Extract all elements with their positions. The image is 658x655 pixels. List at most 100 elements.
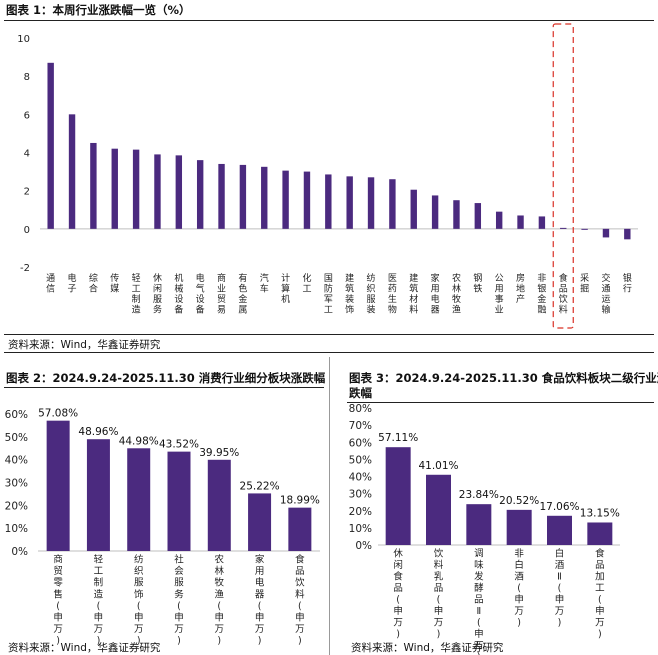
chart1-xtick-label: 公用事业 (495, 273, 504, 316)
chart1-bar-4 (111, 148, 118, 229)
chart3-data-label: 13.15% (580, 507, 620, 519)
chart1-bar-21 (474, 203, 482, 229)
figure3-title-line2: 跌幅 (349, 386, 372, 400)
chart1-bar-3 (90, 142, 97, 229)
chart1-ytick-label: 0 (24, 225, 30, 236)
chart1-bar-28 (624, 228, 631, 240)
chart3-data-label: 20.52% (499, 495, 539, 507)
chart3-xtick-label: 白酒 Ⅱ (申万) (555, 548, 565, 629)
figure1-bottom-rule (4, 334, 654, 335)
chart3-food-beverage-subsector-change: 0% 10% 20% 30% 40% 50% 60% 70% 80% 57.11% 休闲食品(申万)… (349, 403, 620, 655)
chart2-data-label: 43.52% (159, 439, 199, 451)
chart1-xtick-label: 房地产 (516, 272, 525, 305)
figure2-title: 图表 2：2024.9.24-2025.11.30 消费行业细分板块涨跌幅 (6, 371, 326, 385)
chart2-ytick-label: 0% (11, 546, 28, 558)
chart1-bar-27 (602, 228, 610, 238)
chart1-bar-11 (261, 166, 268, 229)
chart1-bar-24 (538, 216, 546, 229)
chart2-ytick-label: 10% (5, 523, 28, 535)
chart1-ytick-label: -2 (20, 263, 30, 274)
chart3-xtick-label: 休闲食品(申万) (393, 548, 403, 641)
chart2-data-label: 44.98% (119, 435, 159, 447)
chart1-xtick-label: 纺织服装 (367, 272, 376, 316)
chart3-ytick-label: 30% (349, 489, 372, 501)
section-divider-rule (4, 352, 654, 353)
chart1-ytick-label: 6 (24, 110, 30, 121)
chart1-bar-6 (154, 154, 161, 229)
chart1-bar-18 (410, 189, 417, 229)
figure3-top-rule (347, 402, 654, 403)
chart2-ytick-label: 60% (5, 409, 28, 421)
chart3-xtick-label: 饮料乳品(申万) (434, 548, 444, 641)
chart2-ytick-label: 30% (5, 478, 28, 490)
chart1-xtick-label: 化工 (302, 272, 311, 295)
chart3-ytick-label: 80% (349, 403, 372, 415)
chart1-xtick-label: 医药生物 (388, 273, 397, 316)
chart2-bar-3 (127, 448, 151, 551)
chart3-xtick-label: 食品加工(申万) (595, 548, 605, 641)
figure3-source: 资料来源：Wind，华鑫证券研究 (351, 642, 504, 654)
chart2-bar-5 (207, 459, 231, 551)
chart2-xtick-label: 纺织服饰(申万) (134, 554, 144, 647)
chart3-bar-6 (587, 522, 613, 545)
chart1-xtick-label: 计算机 (281, 272, 290, 305)
chart1-bar-13 (303, 171, 311, 229)
chart1-xtick-label: 采掘 (580, 273, 589, 295)
chart3-ytick-label: 20% (349, 506, 372, 518)
chart1-xtick-label: 电气设备 (196, 272, 205, 316)
chart1-bar-20 (453, 200, 460, 229)
chart3-ytick-label: 50% (349, 454, 372, 466)
chart1-xtick-label: 轻工制造 (132, 272, 141, 316)
chart1-xtick-label: 电子 (68, 272, 77, 295)
chart1-ytick-label: 8 (24, 72, 30, 83)
chart1-bar-26 (581, 228, 588, 230)
chart1-xtick-label: 非银金融 (537, 272, 546, 316)
chart1-ytick-label: 10 (17, 34, 30, 45)
chart1-xtick-label: 商业贸易 (217, 272, 226, 316)
chart1-highlight-box (552, 23, 574, 329)
chart3-data-label: 41.01% (418, 460, 458, 472)
figure1-top-rule (4, 20, 654, 21)
chart1-xtick-label: 国防军工 (324, 273, 333, 316)
chart1-xtick-label: 建筑材料 (409, 272, 418, 316)
chart2-ytick-label: 20% (5, 500, 28, 512)
chart3-data-label: 23.84% (459, 489, 499, 501)
chart3-ytick-label: 40% (349, 472, 372, 484)
chart2-bar-6 (248, 493, 272, 551)
chart1-bar-7 (175, 155, 183, 229)
chart1-xtick-label: 汽车 (260, 272, 269, 295)
chart1-bar-22 (495, 211, 503, 229)
chart3-ytick-label: 10% (349, 523, 372, 535)
chart1-xtick-label: 机械设备 (174, 272, 183, 316)
chart3-ytick-label: 0% (355, 540, 372, 552)
chart3-bar-3 (466, 504, 492, 545)
chart1-xtick-label: 食品饮料 (559, 272, 568, 316)
chart1-ytick-label: 2 (24, 187, 30, 198)
figure2-source: 资料来源：Wind，华鑫证券研究 (8, 642, 161, 654)
chart1-bar-17 (389, 179, 396, 229)
chart2-data-label: 25.22% (240, 480, 280, 492)
chart3-ytick-label: 70% (349, 420, 372, 432)
chart2-bar-4 (167, 451, 191, 551)
figure2-top-rule (4, 387, 324, 388)
chart1-bar-23 (517, 215, 524, 229)
chart2-bar-1 (46, 420, 70, 551)
chart2-data-label: 18.99% (280, 495, 320, 507)
chart1-xtick-label: 交通运输 (601, 272, 610, 316)
figure1-title: 图表 1：本周行业涨跌幅一览（%） (6, 3, 191, 17)
chart2-ytick-label: 50% (5, 432, 28, 444)
chart1-ytick-label: 4 (24, 149, 30, 160)
chart1-xtick-label: 综合 (89, 272, 98, 295)
chart1-bar-2 (68, 114, 76, 229)
chart1-bar-10 (239, 164, 247, 229)
chart3-ytick-label: 60% (349, 437, 372, 449)
chart1-bar-9 (218, 163, 225, 229)
chart2-data-label: 48.96% (78, 426, 118, 438)
chart2-ytick-label: 40% (5, 455, 28, 467)
chart2-data-label: 57.08% (38, 408, 78, 420)
chart1-bar-25 (560, 227, 567, 229)
chart2-xtick-label: 食品饮料(申万) (295, 554, 305, 647)
chart3-bar-5 (547, 515, 572, 545)
